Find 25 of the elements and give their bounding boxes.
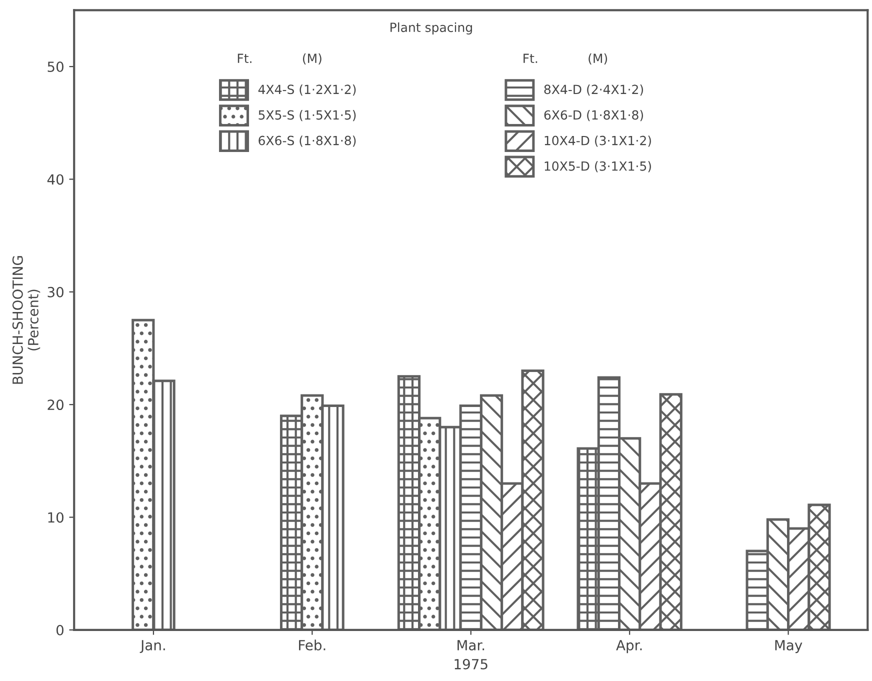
y-tick-label: 40 bbox=[47, 174, 64, 185]
legend-label: 10X4-D (3·1X1·2) bbox=[544, 136, 651, 147]
annotation: (M) bbox=[302, 53, 322, 65]
x-axis-title: 1975 bbox=[454, 658, 488, 670]
y-tick-label: 20 bbox=[48, 400, 64, 410]
annotation: Ft. bbox=[524, 54, 538, 63]
x-tick-label: Feb. bbox=[299, 640, 326, 650]
y-tick-label: 0 bbox=[56, 624, 64, 636]
y-tick-label: 50 bbox=[48, 62, 64, 72]
y-tick-label: 10 bbox=[48, 512, 64, 523]
y-tick-label: 30 bbox=[48, 286, 64, 298]
legend-label: 4X4-S (1·2X1·2) bbox=[258, 84, 356, 96]
annotation: Ft. bbox=[238, 54, 252, 63]
legend-label: 10X5-D (3·1X1·5) bbox=[544, 161, 651, 172]
legend-label: 6X6-D (1·8X1·8) bbox=[544, 110, 644, 122]
legend-label: 5X5-S (1·5X1·5) bbox=[258, 110, 356, 122]
legend-label: 8X4-D (2·4X1·2) bbox=[544, 84, 644, 96]
x-tick-label: Mar. bbox=[458, 640, 484, 650]
legend-title: Plant spacing bbox=[390, 22, 472, 35]
y-axis-title: BUNCH-SHOOTING (Percent) bbox=[12, 256, 40, 384]
x-tick-label: Jan. bbox=[140, 640, 165, 653]
x-tick-label: May bbox=[775, 640, 802, 654]
x-tick-label: Apr. bbox=[616, 640, 642, 654]
annotation: (M) bbox=[588, 53, 608, 65]
legend-label: 6X6-S (1·8X1·8) bbox=[258, 136, 356, 147]
